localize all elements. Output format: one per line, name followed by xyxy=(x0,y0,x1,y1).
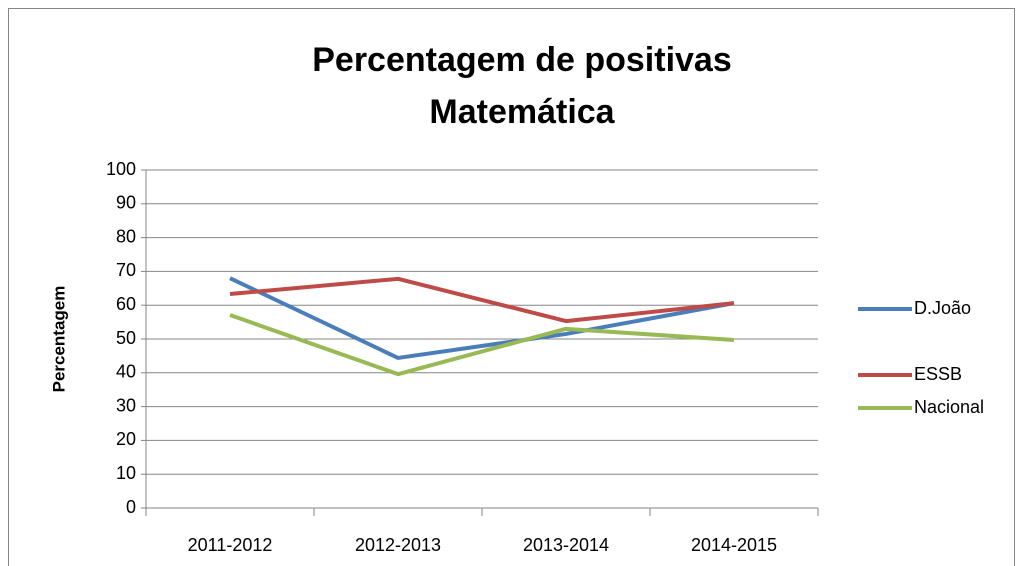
chart-title: Percentagem de positivas xyxy=(312,41,732,79)
chart-title: Matemática xyxy=(429,93,615,131)
y-tick-label: 70 xyxy=(116,260,136,280)
y-tick-label: 30 xyxy=(116,395,136,415)
data-line xyxy=(229,276,735,324)
y-tick-label: 0 xyxy=(126,497,136,517)
y-tick-label: 100 xyxy=(106,159,136,179)
x-tick-label: 2011-2012 xyxy=(188,535,273,555)
chart-border xyxy=(8,8,1015,566)
legend-label: Nacional xyxy=(914,397,984,417)
legend-label: ESSB xyxy=(914,364,962,384)
y-tick-label: 80 xyxy=(116,226,136,246)
y-tick-label: 40 xyxy=(116,362,136,382)
y-tick-label: 10 xyxy=(116,463,136,483)
y-axis-title: Percentagem xyxy=(49,286,68,393)
y-tick-label: 20 xyxy=(116,429,136,449)
data-line xyxy=(229,276,735,360)
y-tick-label: 50 xyxy=(116,328,136,348)
x-tick-label: 2013-2014 xyxy=(523,535,609,555)
y-tick-label: 60 xyxy=(116,294,136,314)
data-line xyxy=(229,313,735,377)
y-tick-label: 90 xyxy=(116,193,136,213)
x-tick-label: 2012-2013 xyxy=(355,535,441,555)
legend-label: D.João xyxy=(914,298,971,318)
x-tick-label: 2014-2015 xyxy=(691,535,777,555)
